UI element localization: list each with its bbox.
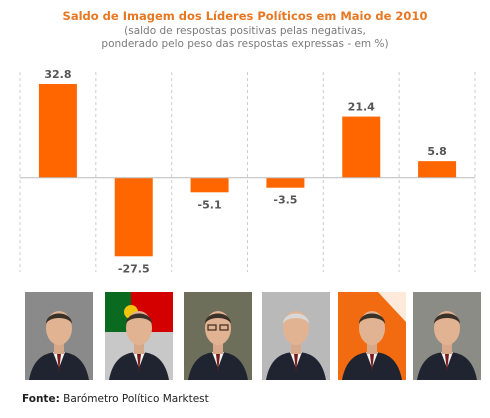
source-note: Fonte: Barómetro Político Marktest [22, 393, 209, 405]
portrait-4-icon [262, 292, 330, 380]
data-label-3: -5.1 [198, 198, 222, 211]
portrait-1-icon [25, 292, 93, 380]
portrait-5-icon [338, 292, 406, 380]
data-label-2: -27.5 [118, 262, 150, 275]
bar-4 [266, 177, 305, 188]
data-label-6: 5.8 [427, 145, 447, 158]
bar-5 [342, 116, 381, 178]
chart-subtitle-line2: ponderado pelo peso das respostas expres… [101, 38, 389, 50]
bar-2 [114, 177, 153, 257]
portrait-6-icon [413, 292, 481, 380]
bar-chart: 32.8 -27.5 -5.1 -3.5 21.4 5.8 [19, 68, 476, 275]
bar-6 [418, 161, 457, 178]
portrait-2-icon [105, 292, 173, 380]
data-label-4: -3.5 [273, 194, 297, 207]
source-text: Barómetro Político Marktest [63, 393, 209, 405]
portrait-3-icon [184, 292, 252, 380]
bar-3 [190, 177, 229, 193]
chart-title: Saldo de Imagem dos Líderes Políticos em… [62, 9, 428, 23]
data-label-1: 32.8 [44, 68, 71, 81]
bar-1 [38, 84, 77, 178]
data-label-5: 21.4 [348, 101, 375, 114]
source-label: Fonte: [22, 393, 60, 405]
chart-subtitle-line1: (saldo de respostas positivas pelas nega… [124, 25, 366, 37]
